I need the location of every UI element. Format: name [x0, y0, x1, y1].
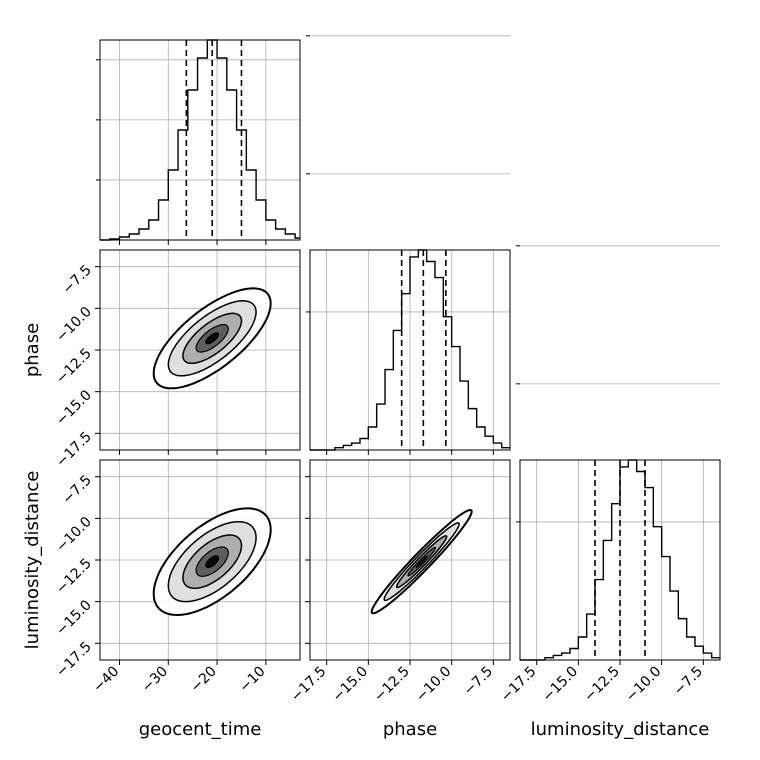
contour-level-4-geocent_time-luminosity_distance — [205, 555, 220, 568]
y-tick-label-phase-4: −7.5 — [59, 262, 94, 297]
x-tick-label-luminosity_distance-0: −17.5 — [498, 664, 540, 706]
x-axis-label-geocent-time: geocent_time — [139, 719, 262, 740]
x-tick-label-geocent_time-1: −30 — [139, 664, 171, 696]
histogram-phase — [310, 249, 510, 451]
y-tick-label-luminosity_distance-2: −12.5 — [53, 556, 95, 598]
x-axis-label-luminosity-distance: luminosity_distance — [531, 719, 710, 740]
x-tick-label-phase-3: −10.0 — [413, 664, 455, 706]
panel-bg-geocent_time — [100, 40, 300, 240]
contour-level-4-phase-luminosity_distance — [415, 555, 428, 568]
panels-layer: −17.5−15.0−12.5−10.0−7.5−40 −30 −20 −10−17.… — [53, 35, 721, 706]
x-tick-label-geocent_time-2: −20 — [188, 664, 220, 696]
x-tick-label-luminosity_distance-1: −15.0 — [540, 664, 582, 706]
y-tick-label-phase-2: −12.5 — [53, 346, 95, 388]
y-tick-label-phase-0: −17.5 — [53, 429, 95, 471]
y-tick-label-phase-1: −15.0 — [53, 387, 95, 429]
x-tick-label-geocent_time-0: −40 — [90, 664, 122, 696]
y-tick-label-luminosity_distance-3: −10.0 — [53, 514, 95, 556]
x-axis-label-phase: phase — [383, 719, 437, 740]
x-tick-label-luminosity_distance-3: −10.0 — [623, 664, 665, 706]
contours-geocent_time-phase — [152, 287, 272, 390]
y-tick-label-luminosity_distance-0: −17.5 — [53, 639, 95, 681]
sample-point — [259, 247, 261, 249]
y-axis-label-phase: phase — [22, 323, 43, 377]
y-axis-label-luminosity-distance: luminosity_distance — [22, 471, 43, 650]
panel-frame-0-0 — [99, 39, 301, 241]
histogram-luminosity_distance — [520, 459, 720, 661]
x-tick-label-phase-0: −17.5 — [288, 664, 330, 706]
y-tick-label-luminosity_distance-1: −15.0 — [53, 597, 95, 639]
x-tick-label-phase-4: −7.5 — [461, 664, 496, 699]
sample-point — [305, 500, 307, 502]
x-tick-label-phase-2: −12.5 — [371, 664, 413, 706]
contour-level-4-geocent_time-phase — [205, 332, 220, 345]
y-tick-label-luminosity_distance-4: −7.5 — [59, 472, 94, 507]
x-tick-label-luminosity_distance-4: −7.5 — [671, 664, 706, 699]
y-tick-label-phase-3: −10.0 — [53, 304, 95, 346]
x-tick-label-luminosity_distance-2: −12.5 — [581, 664, 623, 706]
contours-geocent_time-luminosity_distance — [152, 507, 272, 617]
x-tick-label-phase-1: −15.0 — [330, 664, 372, 706]
contours-phase-luminosity_distance — [370, 508, 473, 615]
histogram-geocent_time — [100, 39, 300, 241]
x-tick-label-geocent_time-3: −10 — [236, 664, 268, 696]
sample-point — [511, 456, 513, 458]
